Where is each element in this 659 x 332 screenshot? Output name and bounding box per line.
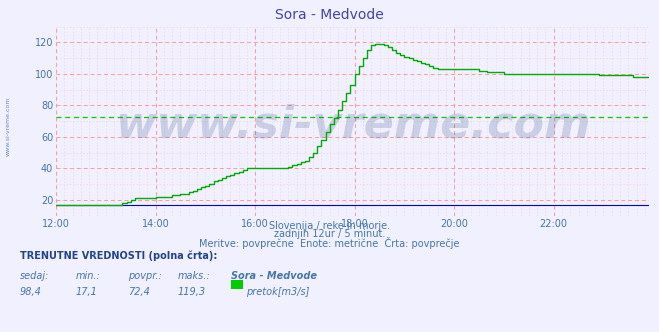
Text: Sora - Medvode: Sora - Medvode (275, 8, 384, 22)
Text: Meritve: povprečne  Enote: metrične  Črta: povprečje: Meritve: povprečne Enote: metrične Črta:… (199, 237, 460, 249)
Text: 72,4: 72,4 (129, 287, 150, 297)
Text: TRENUTNE VREDNOSTI (polna črta):: TRENUTNE VREDNOSTI (polna črta): (20, 251, 217, 261)
Text: Sora - Medvode: Sora - Medvode (231, 271, 317, 281)
Text: www.si-vreme.com: www.si-vreme.com (115, 104, 590, 146)
Text: Slovenija / reke in morje.: Slovenija / reke in morje. (269, 221, 390, 231)
Text: min.:: min.: (76, 271, 101, 281)
Text: 17,1: 17,1 (76, 287, 98, 297)
Text: 98,4: 98,4 (20, 287, 42, 297)
Text: www.si-vreme.com: www.si-vreme.com (6, 96, 11, 156)
Text: pretok[m3/s]: pretok[m3/s] (246, 287, 309, 297)
Text: maks.:: maks.: (178, 271, 211, 281)
Text: povpr.:: povpr.: (129, 271, 162, 281)
Text: 119,3: 119,3 (178, 287, 206, 297)
Text: zadnjih 12ur / 5 minut.: zadnjih 12ur / 5 minut. (273, 229, 386, 239)
Text: sedaj:: sedaj: (20, 271, 49, 281)
